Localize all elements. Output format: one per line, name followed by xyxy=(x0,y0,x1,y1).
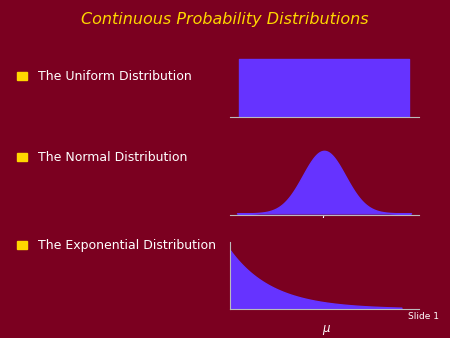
Text: $a$: $a$ xyxy=(235,135,243,148)
Text: The Uniform Distribution: The Uniform Distribution xyxy=(38,70,192,82)
Text: Continuous Probability Distributions: Continuous Probability Distributions xyxy=(81,12,369,27)
Text: $\mu$: $\mu$ xyxy=(322,206,331,220)
Text: $\mu$: $\mu$ xyxy=(320,135,328,149)
Text: The Normal Distribution: The Normal Distribution xyxy=(38,151,188,164)
Text: $\mu$: $\mu$ xyxy=(322,322,331,337)
Text: $b$: $b$ xyxy=(409,135,417,149)
Bar xyxy=(17,241,27,249)
Bar xyxy=(17,153,27,161)
Text: Slide 1: Slide 1 xyxy=(408,312,439,320)
Bar xyxy=(17,72,27,80)
Text: The Exponential Distribution: The Exponential Distribution xyxy=(38,239,216,251)
